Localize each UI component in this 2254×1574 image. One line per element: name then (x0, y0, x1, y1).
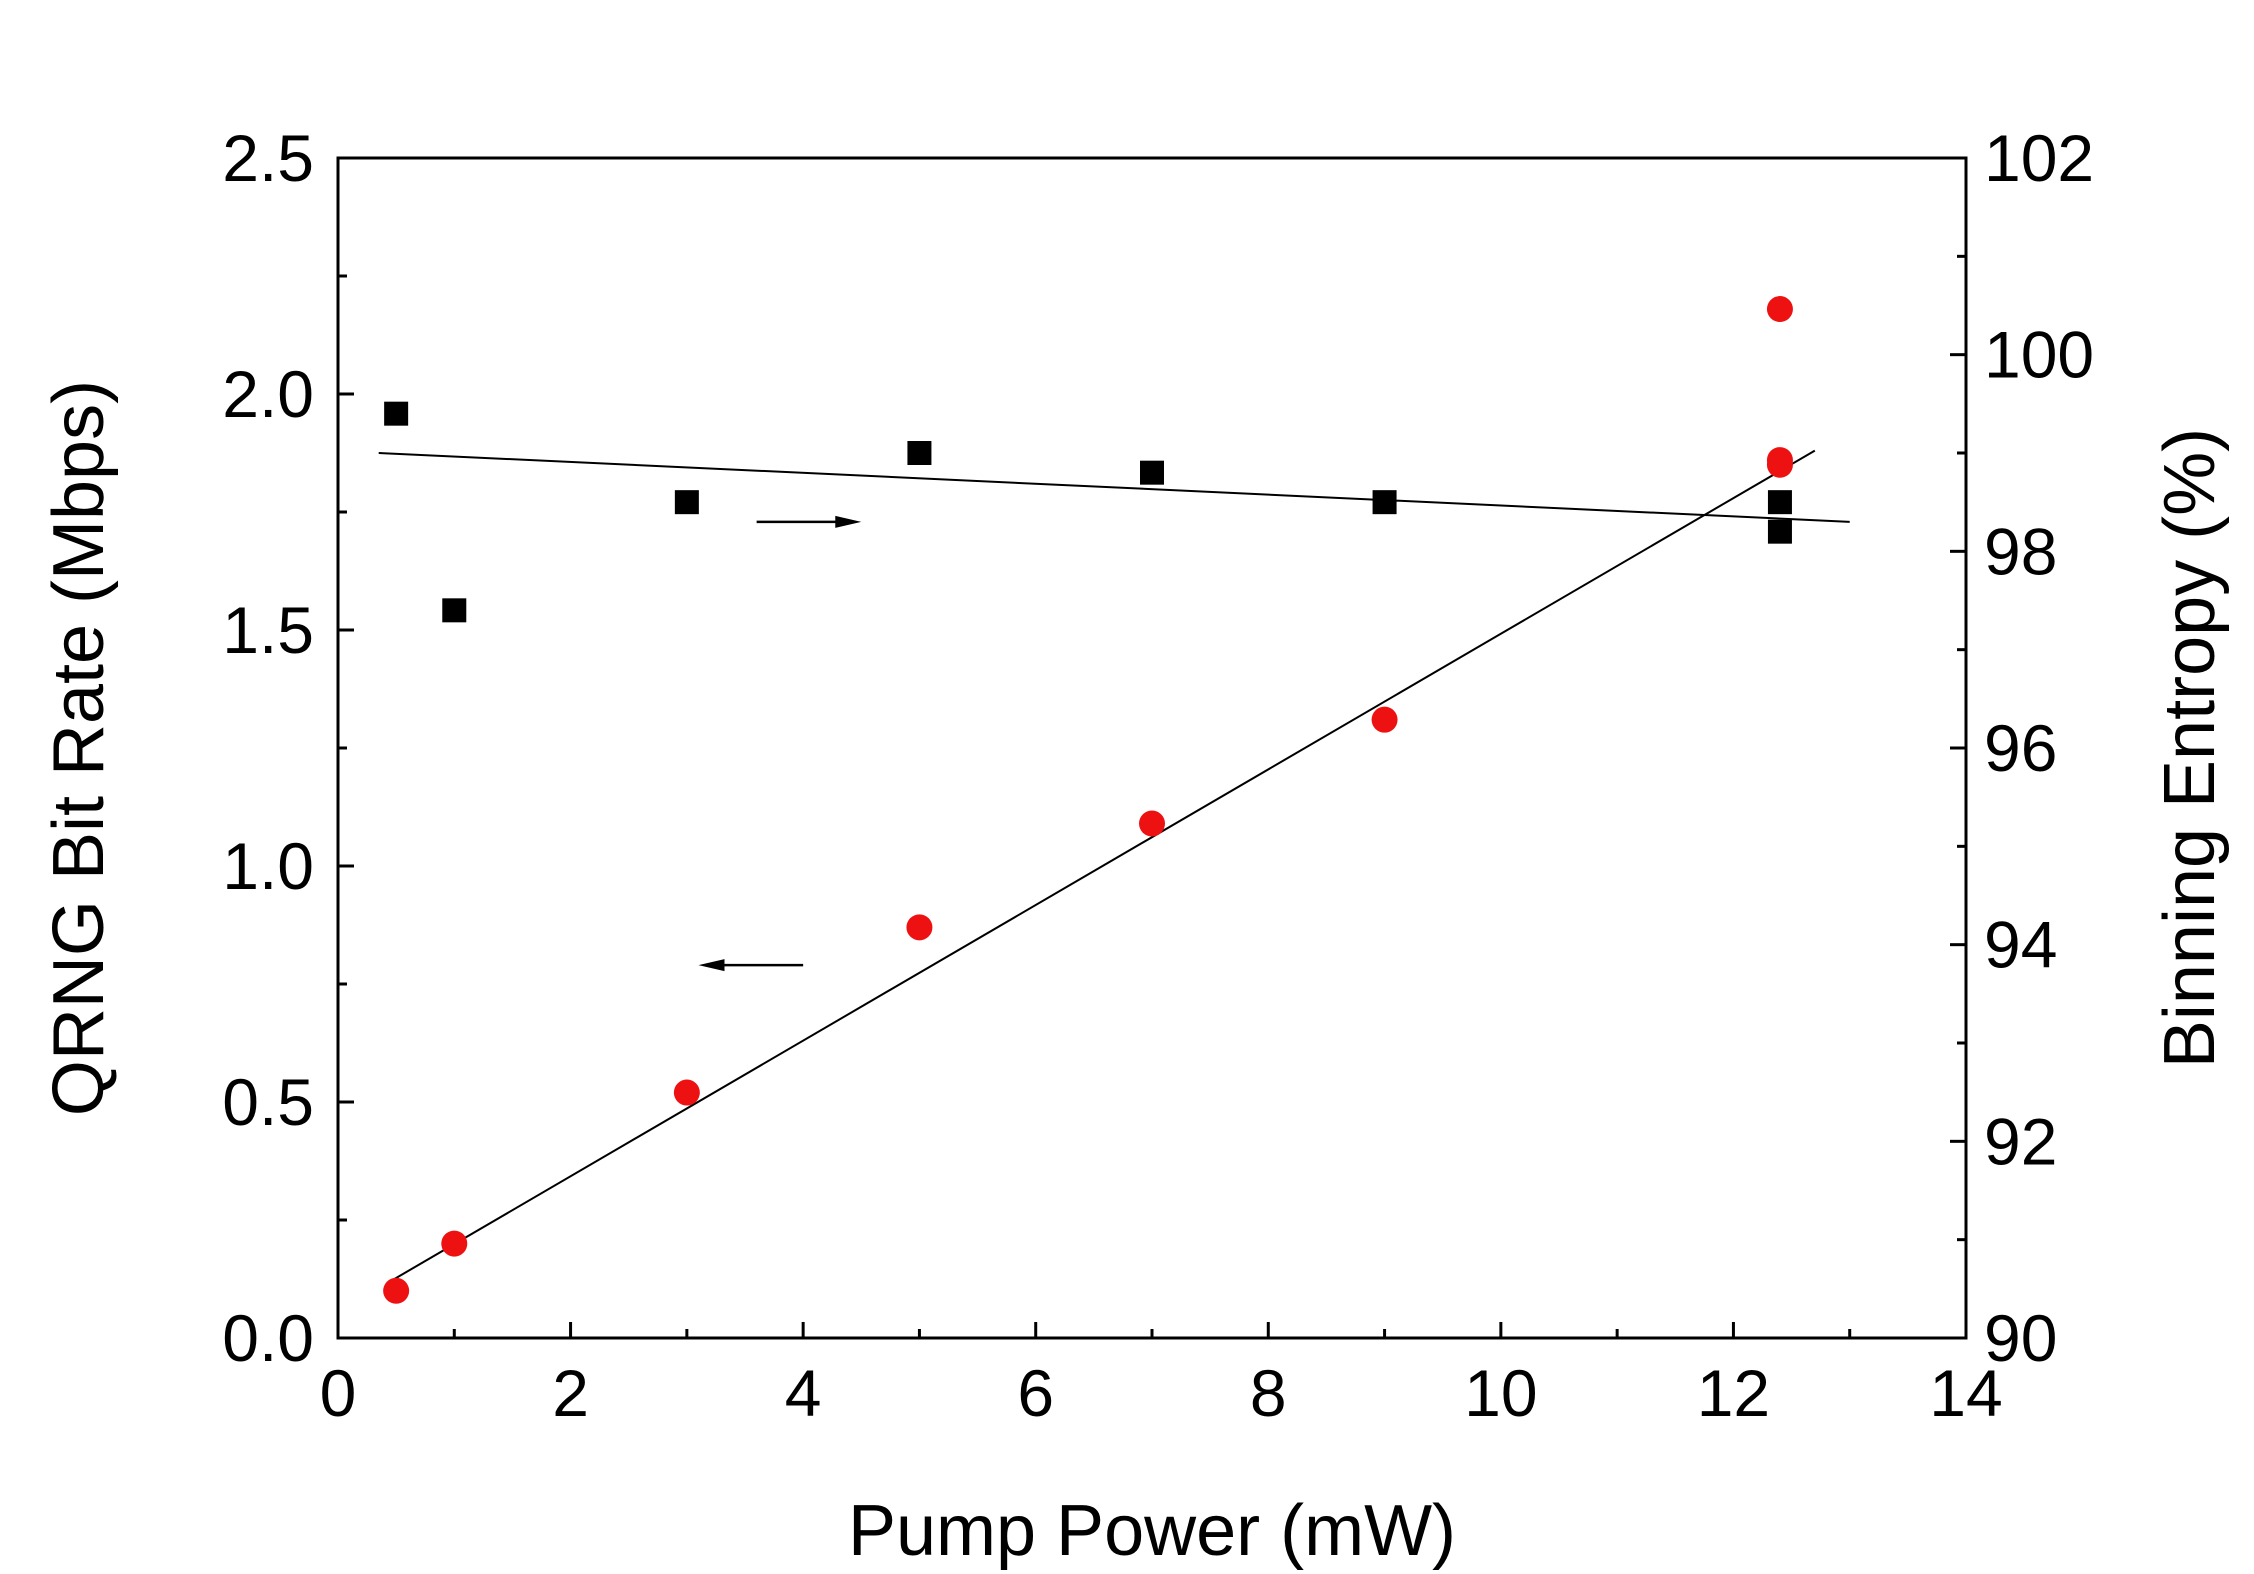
y2-tick-label: 90 (1984, 1301, 2057, 1375)
arrow-head (835, 515, 862, 528)
arrow-to-left-axis (698, 959, 804, 972)
fit-lines (378, 449, 1850, 1283)
fit-line-bit-rate (389, 449, 1816, 1283)
y-tick-label: 1.0 (222, 829, 314, 903)
fit-line-entropy (378, 452, 1850, 523)
x-axis-label: Pump Power (mW) (848, 1491, 1456, 1571)
y-axis-label: QRNG Bit Rate (Mbps) (39, 380, 119, 1116)
x-tick-label: 10 (1464, 1356, 1537, 1430)
entropy-point (384, 401, 409, 426)
bit-rate-point (1766, 296, 1793, 323)
x-tick-label: 0 (320, 1356, 357, 1430)
bit-rate-point (1371, 706, 1398, 733)
bit-rate-point (1139, 810, 1165, 837)
y2-tick-label: 102 (1984, 121, 2094, 195)
x-tick-label: 4 (785, 1356, 822, 1430)
x-tick-label: 2 (552, 1356, 589, 1430)
arrow-to-right-axis (756, 515, 862, 528)
entropy-point (674, 490, 699, 515)
x-tick-label: 12 (1697, 1356, 1770, 1430)
x-tick-label: 14 (1929, 1356, 2002, 1430)
bit-rate-point (1766, 451, 1793, 478)
y-axis-right: 90 92 94 96 98 100 102 (1950, 121, 2094, 1375)
bit-rate-point (673, 1079, 700, 1106)
plot-frame (336, 156, 1968, 1340)
y2-tick-label: 98 (1984, 514, 2057, 588)
y-axis-left: 0.0 0.5 1.0 1.5 2.0 2.5 (222, 121, 354, 1375)
y2-tick-label: 94 (1984, 908, 2057, 982)
bit-rate-point (906, 914, 933, 941)
arrow-head (698, 959, 725, 972)
annotation-arrows (698, 515, 862, 972)
entropy-point (1767, 519, 1792, 544)
entropy-point (1767, 490, 1792, 515)
entropy-point (1140, 460, 1164, 485)
y-tick-label: 2.5 (222, 121, 314, 195)
y-tick-label: 2.0 (222, 357, 314, 431)
x-axis: 0 2 4 6 8 10 12 14 (320, 1322, 2003, 1430)
x-tick-label: 8 (1250, 1356, 1287, 1430)
y-tick-label: 0.5 (222, 1065, 314, 1139)
x-tick-label: 6 (1017, 1356, 1054, 1430)
y2-tick-label: 96 (1984, 711, 2057, 785)
y-tick-label: 1.5 (222, 593, 314, 667)
bit-rate-point (441, 1230, 468, 1257)
bit-rate-point (383, 1277, 410, 1304)
y2-tick-label: 100 (1984, 318, 2094, 392)
entropy-point (1372, 490, 1397, 515)
entropy-point (907, 441, 932, 465)
y2-axis-label: Binning Entropy (%) (2150, 428, 2230, 1068)
entropy-point (442, 598, 467, 623)
y2-tick-label: 92 (1984, 1104, 2057, 1178)
data-markers (383, 296, 1793, 1304)
y-tick-label: 0.0 (222, 1301, 314, 1375)
